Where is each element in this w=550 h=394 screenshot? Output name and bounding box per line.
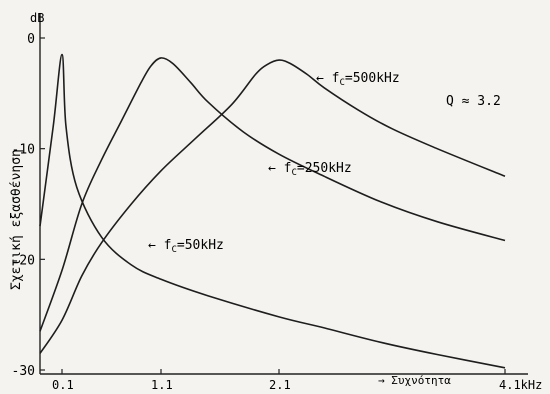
curves bbox=[39, 53, 506, 369]
y-tick-label: 0 bbox=[27, 32, 35, 47]
x-tick-label: 4.1kHz bbox=[499, 378, 542, 392]
y-tick-label: -20 bbox=[12, 253, 35, 268]
series-label-50khz: ← fC=50kHz bbox=[148, 238, 224, 255]
series-label-500khz-rest: =500kHz bbox=[345, 71, 400, 86]
curve-50khz bbox=[39, 53, 506, 369]
series-label-50khz-rest: =50kHz bbox=[177, 238, 224, 253]
x-ticks: 0.1 1.1 2.1 4.1kHz bbox=[52, 369, 542, 392]
x-tick-label: 1.1 bbox=[151, 378, 173, 392]
q-note: Q ≈ 3.2 bbox=[446, 94, 501, 109]
series-label-500khz: ← fC=500kHz bbox=[316, 71, 400, 88]
series-label-50khz-sub: C bbox=[171, 245, 176, 255]
series-label-250khz-arrow: ← bbox=[268, 161, 284, 176]
y-tick-label: -10 bbox=[12, 143, 35, 158]
chart-frame bbox=[39, 14, 528, 375]
series-label-500khz-f: f bbox=[332, 71, 340, 86]
series-label-250khz: ← fC=250kHz bbox=[268, 161, 352, 178]
series-label-50khz-arrow: ← bbox=[148, 238, 164, 253]
curve-500khz bbox=[39, 59, 506, 354]
series-label-500khz-sub: C bbox=[339, 78, 344, 88]
x-tick-label: 0.1 bbox=[52, 378, 74, 392]
series-label-500khz-arrow: ← bbox=[316, 71, 332, 86]
y-ticks: 0 -10 -20 -30 bbox=[12, 32, 45, 379]
series-label-250khz-f: f bbox=[284, 161, 292, 176]
curve-250khz bbox=[39, 57, 506, 332]
y-tick-label: -30 bbox=[12, 364, 35, 379]
y-unit-label: dB bbox=[30, 11, 44, 25]
series-label-250khz-rest: =250kHz bbox=[297, 161, 352, 176]
series-label-50khz-f: f bbox=[164, 238, 172, 253]
x-axis-label: → Συχνότητα bbox=[378, 374, 451, 387]
y-axis-label: Σχετική εξασθένηση bbox=[9, 149, 24, 290]
x-tick-label: 2.1 bbox=[269, 378, 291, 392]
series-label-250khz-sub: C bbox=[291, 168, 296, 178]
